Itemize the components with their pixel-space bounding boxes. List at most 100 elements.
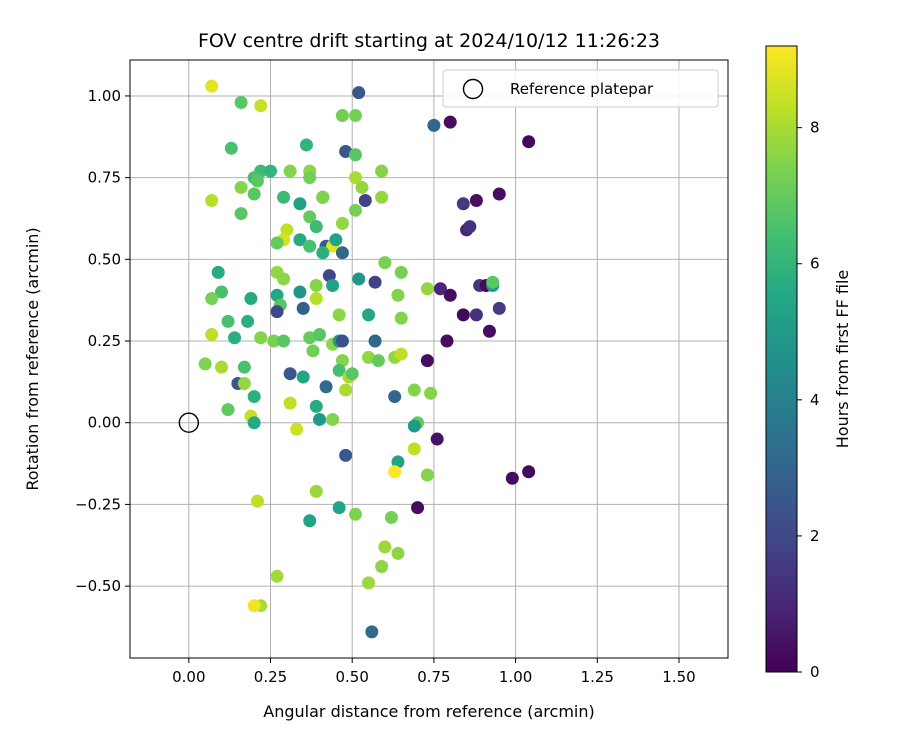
data-point [391, 546, 405, 560]
data-point [293, 285, 307, 299]
data-point [329, 233, 343, 247]
data-point [371, 354, 385, 368]
data-point [254, 99, 268, 113]
data-point [247, 416, 261, 430]
data-point [303, 210, 317, 224]
data-point [303, 239, 317, 253]
data-point [198, 357, 212, 371]
data-point [420, 354, 434, 368]
chart-title: FOV centre drift starting at 2024/10/12 … [198, 30, 660, 52]
y-tick-label: 0.75 [88, 169, 121, 187]
data-point [332, 501, 346, 515]
data-point [221, 403, 235, 417]
data-point [352, 272, 366, 286]
x-axis-ticks: 0.00 0.25 0.50 0.75 1.00 1.25 1.50 [172, 658, 696, 686]
data-point [362, 308, 376, 322]
data-point [348, 109, 362, 123]
data-point [394, 311, 408, 325]
data-point [283, 164, 297, 178]
data-point [486, 275, 500, 289]
plot-frame [129, 59, 729, 659]
data-point [420, 468, 434, 482]
data-point [522, 465, 536, 479]
data-point [420, 282, 434, 296]
legend-box [442, 69, 719, 108]
y-tick-label: 0.25 [88, 332, 121, 350]
y-tick-label: 0.00 [88, 414, 121, 432]
data-point [443, 115, 457, 129]
data-point [362, 350, 376, 364]
colorbar-tick-label: 6 [810, 255, 820, 273]
legend-entry-reference-platepar: Reference platepar [510, 80, 654, 98]
x-tick-label: 0.50 [336, 668, 369, 686]
data-point [313, 412, 327, 426]
data-point [303, 514, 317, 528]
data-point [280, 223, 294, 237]
data-point [424, 386, 438, 400]
data-point [352, 86, 366, 100]
data-point [205, 194, 219, 208]
data-point [316, 246, 330, 260]
data-point [296, 301, 310, 315]
data-point [339, 383, 353, 397]
data-point [339, 144, 353, 158]
data-point [309, 484, 323, 498]
data-point [299, 138, 313, 152]
x-axis-label: Angular distance from reference (arcmin) [263, 702, 594, 721]
data-point [250, 174, 264, 188]
data-point [492, 187, 506, 201]
x-tick-label: 0.00 [172, 668, 205, 686]
data-point [270, 236, 284, 250]
data-point [309, 399, 323, 413]
data-point [241, 314, 255, 328]
data-point [443, 288, 457, 302]
data-point [365, 625, 379, 639]
data-point [264, 164, 278, 178]
data-points [198, 79, 536, 639]
legend-marker-reference [462, 78, 484, 100]
data-point [205, 292, 219, 306]
data-point [469, 194, 483, 208]
data-point [456, 197, 470, 211]
data-point [427, 118, 441, 132]
data-point [293, 233, 307, 247]
data-point [430, 432, 444, 446]
data-point [456, 308, 470, 322]
colorbar-tick-label: 2 [810, 527, 820, 545]
data-point [283, 396, 297, 410]
data-point [277, 272, 291, 286]
data-point [505, 471, 519, 485]
data-point [463, 220, 477, 234]
data-point [433, 282, 447, 296]
data-point [348, 148, 362, 162]
x-tick-label: 1.00 [499, 668, 532, 686]
colorbar-fill [765, 45, 798, 673]
data-point [250, 494, 264, 508]
data-point [339, 448, 353, 462]
data-point [411, 501, 425, 515]
data-point [388, 465, 402, 479]
data-point [244, 292, 258, 306]
data-point [316, 190, 330, 204]
data-point [326, 278, 340, 292]
legend: Reference platepar [442, 69, 719, 108]
data-point [375, 190, 389, 204]
data-point [293, 197, 307, 211]
colorbar: 0 2 4 6 8 Hours from first FF file [765, 45, 852, 681]
data-point [234, 95, 248, 109]
data-point [469, 308, 483, 322]
data-point [254, 331, 268, 345]
data-point [234, 207, 248, 221]
data-point [375, 164, 389, 178]
data-point [335, 216, 349, 230]
colorbar-tick-label: 4 [810, 391, 820, 409]
data-point [313, 327, 327, 341]
data-point [228, 331, 242, 345]
data-point [348, 507, 362, 521]
data-point [214, 285, 228, 299]
data-point [332, 308, 346, 322]
colorbar-tick-label: 0 [810, 663, 820, 681]
data-point [440, 334, 454, 348]
data-point [247, 599, 261, 613]
y-tick-label: −0.50 [75, 577, 121, 595]
